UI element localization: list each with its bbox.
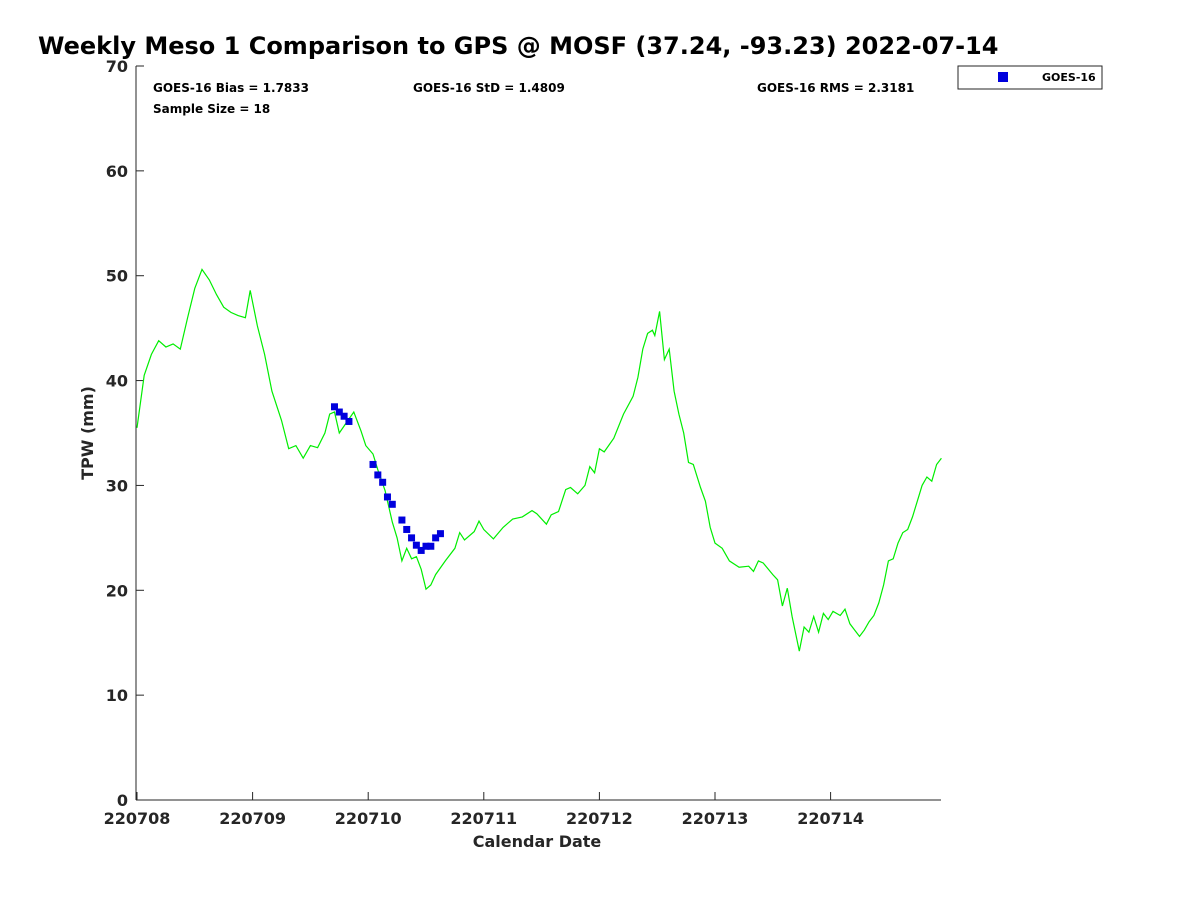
goes16-data-point — [330, 403, 338, 411]
rms-stat: GOES-16 RMS = 2.3181 — [757, 81, 914, 95]
goes16-data-point — [345, 417, 353, 425]
y-axis-ticks: 0 10 20 30 40 50 60 70 — [106, 57, 144, 810]
goes16-data-point — [417, 546, 425, 554]
y-tick-label: 30 — [106, 476, 128, 495]
goes16-data-point — [388, 500, 396, 508]
x-tick-label: 220709 — [219, 809, 286, 828]
legend: GOES-16 — [957, 65, 1103, 90]
x-axis-label: Calendar Date — [473, 832, 602, 851]
y-tick-label: 20 — [106, 581, 128, 600]
goes16-data-point — [422, 542, 430, 550]
sample-size-stat: Sample Size = 18 — [153, 102, 270, 116]
bias-stat: GOES-16 Bias = 1.7833 — [153, 81, 309, 95]
plot-area — [136, 66, 941, 800]
y-tick-label: 40 — [106, 372, 128, 391]
series-layer — [136, 268, 942, 652]
x-tick-label: 220708 — [104, 809, 171, 828]
y-tick-label: 0 — [117, 791, 128, 810]
goes16-data-point — [383, 493, 391, 501]
x-tick-label: 220711 — [450, 809, 517, 828]
x-tick-label: 220710 — [335, 809, 402, 828]
std-stat: GOES-16 StD = 1.4809 — [413, 81, 565, 95]
legend-box — [957, 65, 1103, 90]
y-axis-label: TPW (mm) — [78, 386, 97, 480]
goes16-data-point — [379, 478, 387, 486]
y-tick-label: 50 — [106, 267, 128, 286]
goes16-data-point — [335, 408, 343, 416]
legend-marker — [998, 72, 1008, 82]
y-tick-label: 70 — [106, 57, 128, 76]
y-tick-label: 10 — [106, 686, 128, 705]
legend-label: GOES-16 — [1042, 71, 1096, 84]
x-tick-label: 220712 — [566, 809, 633, 828]
goes16-data-point — [374, 471, 382, 479]
goes16-data-point — [436, 530, 444, 538]
gps-tpw-line — [136, 268, 942, 652]
chart-title: Weekly Meso 1 Comparison to GPS @ MOSF (… — [38, 32, 998, 60]
goes16-data-point — [403, 525, 411, 533]
x-tick-label: 220714 — [797, 809, 864, 828]
goes16-data-point — [340, 412, 348, 420]
goes16-data-point — [408, 534, 416, 542]
x-axis-ticks: 220708 220709 220710 220711 220712 220713 2207… — [104, 792, 864, 828]
goes16-data-point — [369, 460, 377, 468]
goes16-data-point — [432, 534, 440, 542]
goes16-data-point — [398, 516, 406, 524]
goes16-data-point — [427, 542, 435, 550]
y-tick-label: 60 — [106, 162, 128, 181]
x-tick-label: 220713 — [682, 809, 749, 828]
goes16-data-point — [412, 541, 420, 549]
